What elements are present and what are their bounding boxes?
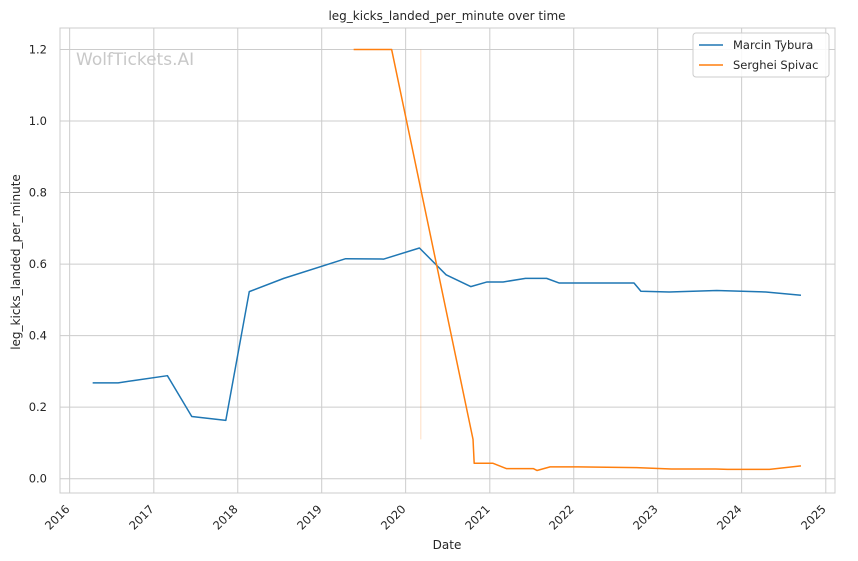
x-tick-label: 2025 (798, 502, 829, 533)
x-tick-label: 2017 (126, 502, 157, 533)
x-tick-label-group: 2018 (210, 502, 241, 533)
y-tick-label: 0.4 (29, 329, 47, 343)
x-tick-label: 2023 (630, 502, 661, 533)
y-tick-label: 0.8 (29, 186, 47, 200)
y-tick-label: 0.2 (29, 400, 47, 414)
x-tick-label: 2019 (294, 502, 325, 533)
x-tick-label: 2021 (462, 502, 493, 533)
x-axis-ticks: 2016 2017 2018 2019 2020 2021 2022 2023 2024 2025 (42, 502, 829, 533)
x-tick-label-group: 2024 (714, 502, 745, 533)
y-tick-label: 0.0 (29, 472, 47, 486)
x-tick-label-group: 2017 (126, 502, 157, 533)
x-tick-label-group: 2016 (42, 502, 73, 533)
series-line-2 (353, 48, 802, 472)
x-tick-label-group: 2020 (378, 502, 409, 533)
x-axis-label: Date (433, 538, 462, 552)
grid (60, 28, 835, 493)
x-tick-label: 2022 (546, 502, 577, 533)
plot-frame (59, 27, 836, 494)
x-tick-label: 2020 (378, 502, 409, 533)
legend-label: Marcin Tybura (733, 38, 813, 52)
legend-box (692, 32, 830, 78)
x-tick-label: 2018 (210, 502, 241, 533)
chart-title: leg_kicks_landed_per_minute over time (328, 9, 565, 23)
legend-label: Serghei Spivac (733, 58, 818, 72)
y-axis-ticks: 0.0 0.2 0.4 0.6 0.8 1.0 1.2 (29, 42, 47, 485)
x-tick-label-group: 2023 (630, 502, 661, 533)
legend: Marcin Tybura Serghei Spivac (692, 32, 830, 78)
x-tick-label: 2016 (42, 502, 73, 533)
y-tick-label: 1.0 (29, 114, 47, 128)
series-line-1 (92, 247, 802, 422)
x-tick-label-group: 2025 (798, 502, 829, 533)
series-layer (92, 48, 802, 472)
y-tick-label: 0.6 (29, 257, 47, 271)
y-axis-label: leg_kicks_landed_per_minute (9, 174, 23, 350)
y-tick-label: 1.2 (29, 42, 47, 56)
x-tick-label: 2024 (714, 502, 745, 533)
x-tick-label-group: 2021 (462, 502, 493, 533)
watermark: WolfTickets.AI (76, 50, 194, 70)
x-tick-label-group: 2022 (546, 502, 577, 533)
x-tick-label-group: 2019 (294, 502, 325, 533)
